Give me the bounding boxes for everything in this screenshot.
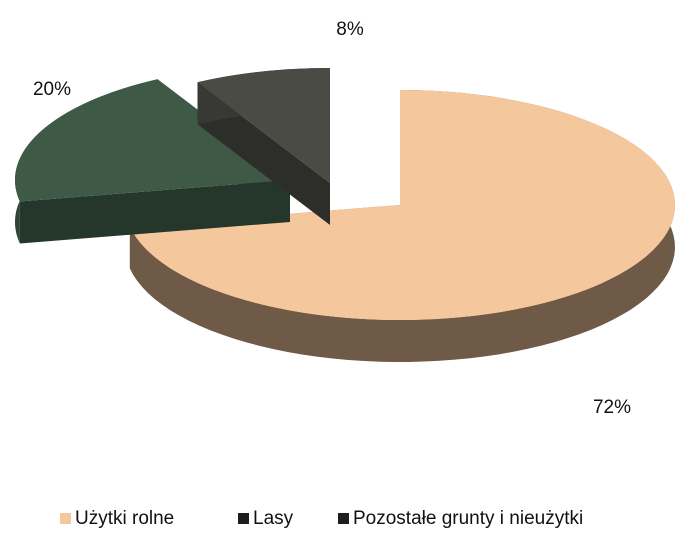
legend-swatch: [238, 513, 249, 524]
slice-wall: [197, 82, 330, 225]
legend-swatch: [338, 513, 349, 524]
slice: [197, 68, 330, 225]
data-label: 72%: [593, 397, 631, 418]
data-label: 20%: [33, 79, 71, 100]
legend-label: Użytki rolne: [75, 508, 174, 529]
slice: [14, 79, 291, 244]
slice-top: [14, 79, 290, 202]
legend-swatch: [60, 513, 71, 524]
legend-label: Lasy: [253, 508, 294, 529]
legend-label: Pozostałe grunty i nieużytki: [353, 508, 583, 529]
slice-wall: [19, 180, 291, 244]
data-label: 8%: [336, 19, 364, 40]
slice: [129, 90, 676, 362]
slice-top: [197, 68, 330, 183]
slice-top: [129, 90, 676, 320]
